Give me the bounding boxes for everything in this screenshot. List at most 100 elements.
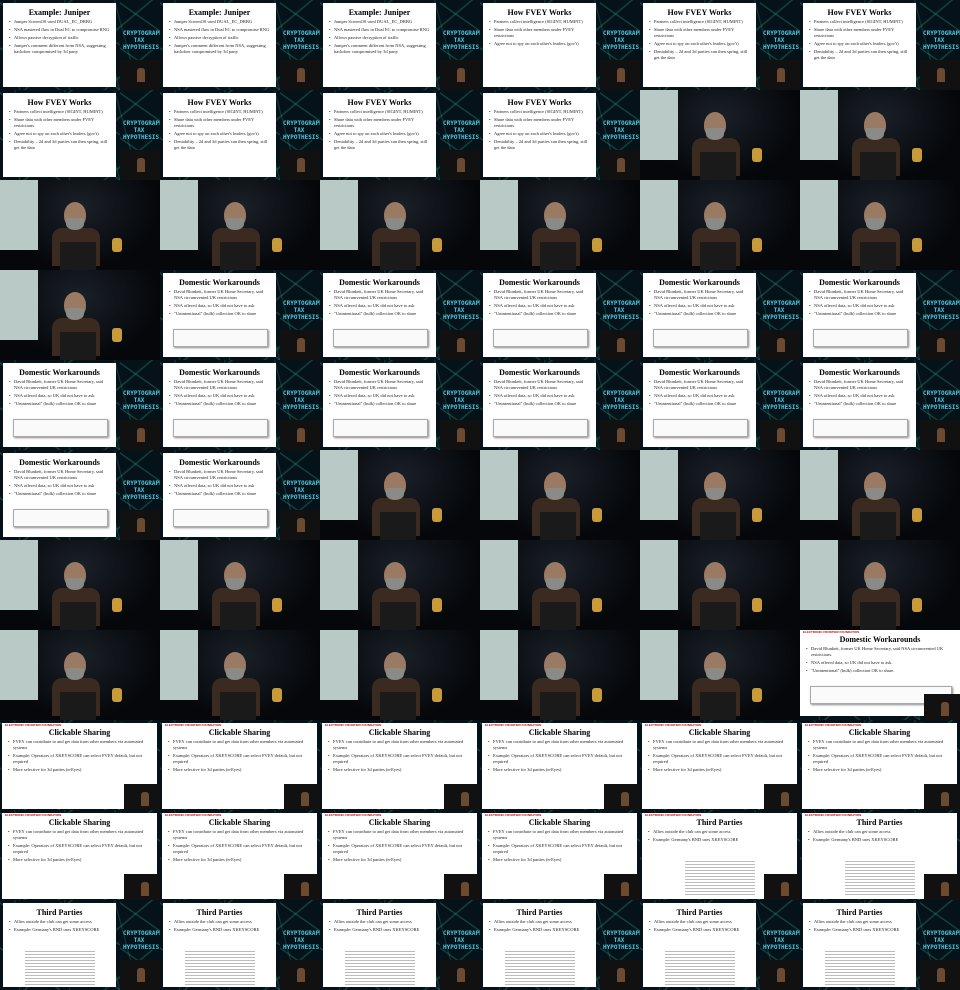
slide-thumbnail[interactable]: Third Parties Allies outside the club can… [160,900,320,990]
eff-header-bar: ELECTRONIC FRONTIER FOUNDATION [162,813,317,817]
slide-thumbnail[interactable]: Domestic Workarounds David Blunkett, form… [0,360,160,450]
slide-thumbnail[interactable]: ELECTRONIC FRONTIER FOUNDATION Third Part… [640,810,800,900]
slide-thumbnail[interactable]: How FVEY Works Partners collect intellige… [480,0,640,90]
speaker-thumbnail[interactable] [480,540,640,630]
speaker-thumbnail[interactable] [640,630,800,720]
podium [380,692,416,720]
slide-thumbnail[interactable]: ELECTRONIC FRONTIER FOUNDATION Clickable … [160,720,320,810]
eff-header-bar: ELECTRONIC FRONTIER FOUNDATION [800,630,960,634]
speaker-thumbnail[interactable] [800,540,960,630]
slide-thumbnail[interactable]: ELECTRONIC FRONTIER FOUNDATION Clickable … [160,810,320,900]
podium [540,512,576,540]
speaker-thumbnail[interactable] [320,450,480,540]
slide-thumbnail[interactable]: Domestic Workarounds David Blunkett, form… [0,450,160,540]
slide-thumbnail[interactable]: Domestic Workarounds David Blunkett, form… [640,360,800,450]
podium [380,602,416,630]
slide-thumbnail[interactable]: ELECTRONIC FRONTIER FOUNDATION Third Part… [800,810,960,900]
slide-thumbnail[interactable]: How FVEY Works Partners collect intellige… [320,90,480,180]
slide-thumbnail[interactable]: Domestic Workarounds David Blunkett, form… [320,270,480,360]
slide-thumbnail[interactable]: ELECTRONIC FRONTIER FOUNDATION Clickable … [0,810,160,900]
slide-thumbnail[interactable]: ELECTRONIC FRONTIER FOUNDATION Clickable … [320,810,480,900]
slide-thumbnail[interactable]: Domestic Workarounds David Blunkett, form… [480,270,640,360]
slide-thumbnail[interactable]: Example: Juniper Juniper ScreenOS used DU… [160,0,320,90]
slide-thumbnail[interactable]: ELECTRONIC FRONTIER FOUNDATION Clickable … [320,720,480,810]
slide-bullet: Example: Operators of XKEYSCORE can sele… [808,753,953,765]
microphone-icon [112,238,122,252]
slide-thumbnail[interactable]: Domestic Workarounds David Blunkett, form… [800,270,960,360]
slide-thumbnail[interactable]: Third Parties Allies outside the club can… [640,900,800,990]
slide-thumbnail[interactable]: Domestic Workarounds David Blunkett, form… [640,270,800,360]
speaker-thumbnail[interactable] [160,540,320,630]
slide-thumbnail[interactable]: Third Parties Allies outside the club can… [320,900,480,990]
slide-thumbnail[interactable]: How FVEY Works Partners collect intellige… [800,0,960,90]
speaker-thumbnail[interactable] [160,630,320,720]
speaker-beard [706,668,724,680]
speaker-thumbnail[interactable] [480,450,640,540]
speaker-thumbnail[interactable] [160,180,320,270]
speaker-thumbnail[interactable] [0,540,160,630]
slide-thumbnail[interactable]: ELECTRONIC FRONTIER FOUNDATION Clickable … [640,720,800,810]
speaker-inset [120,150,160,180]
speaker-inset [280,330,320,360]
slide-thumbnail[interactable]: Domestic Workarounds David Blunkett, form… [160,360,320,450]
slide-thumbnail[interactable]: Domestic Workarounds David Blunkett, form… [320,360,480,450]
slide-panel: ELECTRONIC FRONTIER FOUNDATION Clickable … [482,723,637,809]
slide-thumbnail[interactable]: Example: Juniper Juniper ScreenOS used DU… [0,0,160,90]
speaker-thumbnail[interactable] [320,540,480,630]
speaker-inset [600,420,640,450]
slide-thumbnail[interactable]: Domestic Workarounds David Blunkett, form… [800,360,960,450]
speaker-thumbnail[interactable] [320,630,480,720]
slide-bullets: David Blunkett, former UK Home Secretary… [643,289,756,317]
slide-bullets: FVEY can contribute to and get data from… [482,829,637,863]
speaker-figure-icon [941,792,949,806]
speaker-thumbnail[interactable] [800,450,960,540]
slide-bullet: NSA offered data, so UK did not have to … [806,660,956,666]
speaker-inset [604,784,640,810]
speaker-thumbnail[interactable] [0,180,160,270]
speaker-thumbnail[interactable] [800,90,960,180]
speaker-thumbnail[interactable] [480,180,640,270]
speaker-thumbnail[interactable] [640,540,800,630]
slide-bullet: FVEY can contribute to and get data from… [8,739,153,751]
speaker-thumbnail[interactable] [640,450,800,540]
speaker-thumbnail[interactable] [640,90,800,180]
speaker-thumbnail[interactable] [640,180,800,270]
slide-bullet: Juniper ScreenOS used DUAL_EC_DRBG [9,19,112,25]
speaker-thumbnail[interactable] [480,630,640,720]
quote-box [653,419,748,437]
slide-bullets: David Blunkett, former UK Home Secretary… [163,469,276,497]
slide-thumbnail[interactable]: How FVEY Works Partners collect intellige… [160,90,320,180]
slide-bullet: Allows passive decryption of traffic [169,35,272,41]
speaker-figure-icon [457,338,465,352]
quote-box [333,329,428,347]
speaker-figure-icon [941,702,949,716]
speaker-thumbnail[interactable] [0,270,160,360]
speaker-thumbnail[interactable] [800,180,960,270]
slide-thumbnail[interactable]: How FVEY Works Partners collect intellige… [480,90,640,180]
slide-thumbnail[interactable]: ELECTRONIC FRONTIER FOUNDATION Clickable … [480,720,640,810]
slide-bullet: David Blunkett, former UK Home Secretary… [649,289,752,301]
slide-thumbnail[interactable]: Third Parties Allies outside the club can… [800,900,960,990]
speaker-figure-icon [621,882,629,896]
slide-thumbnail[interactable]: ELECTRONIC FRONTIER FOUNDATION Clickable … [480,810,640,900]
slide-thumbnail[interactable]: Domestic Workarounds David Blunkett, form… [160,450,320,540]
slide-thumbnail[interactable]: Domestic Workarounds David Blunkett, form… [160,270,320,360]
slide-bullet: NSA mastered flaw in Dual EC to compromi… [169,27,272,33]
projection-screen [640,540,678,610]
speaker-thumbnail[interactable] [0,630,160,720]
speaker-beard [386,668,404,680]
speaker-inset [924,874,960,900]
slide-thumbnail[interactable]: How FVEY Works Partners collect intellige… [640,0,800,90]
slide-thumbnail[interactable]: ELECTRONIC FRONTIER FOUNDATION Clickable … [0,720,160,810]
slide-bullet: NSA offered data, so UK did not have to … [649,303,752,309]
slide-thumbnail[interactable]: How FVEY Works Partners collect intellige… [0,90,160,180]
slide-bullet: "Unintentional" (bulk) collection OK to … [329,311,432,317]
speaker-thumbnail[interactable] [320,180,480,270]
slide-thumbnail[interactable]: Third Parties Allies outside the club can… [0,900,160,990]
slide-thumbnail[interactable]: Domestic Workarounds David Blunkett, form… [480,360,640,450]
slide-thumbnail[interactable]: ELECTRONIC FRONTIER FOUNDATION Domestic W… [800,630,960,720]
slide-thumbnail[interactable]: Example: Juniper Juniper ScreenOS used DU… [320,0,480,90]
slide-thumbnail[interactable]: Third Parties Allies outside the club can… [480,900,640,990]
slide-thumbnail[interactable]: ELECTRONIC FRONTIER FOUNDATION Clickable … [800,720,960,810]
